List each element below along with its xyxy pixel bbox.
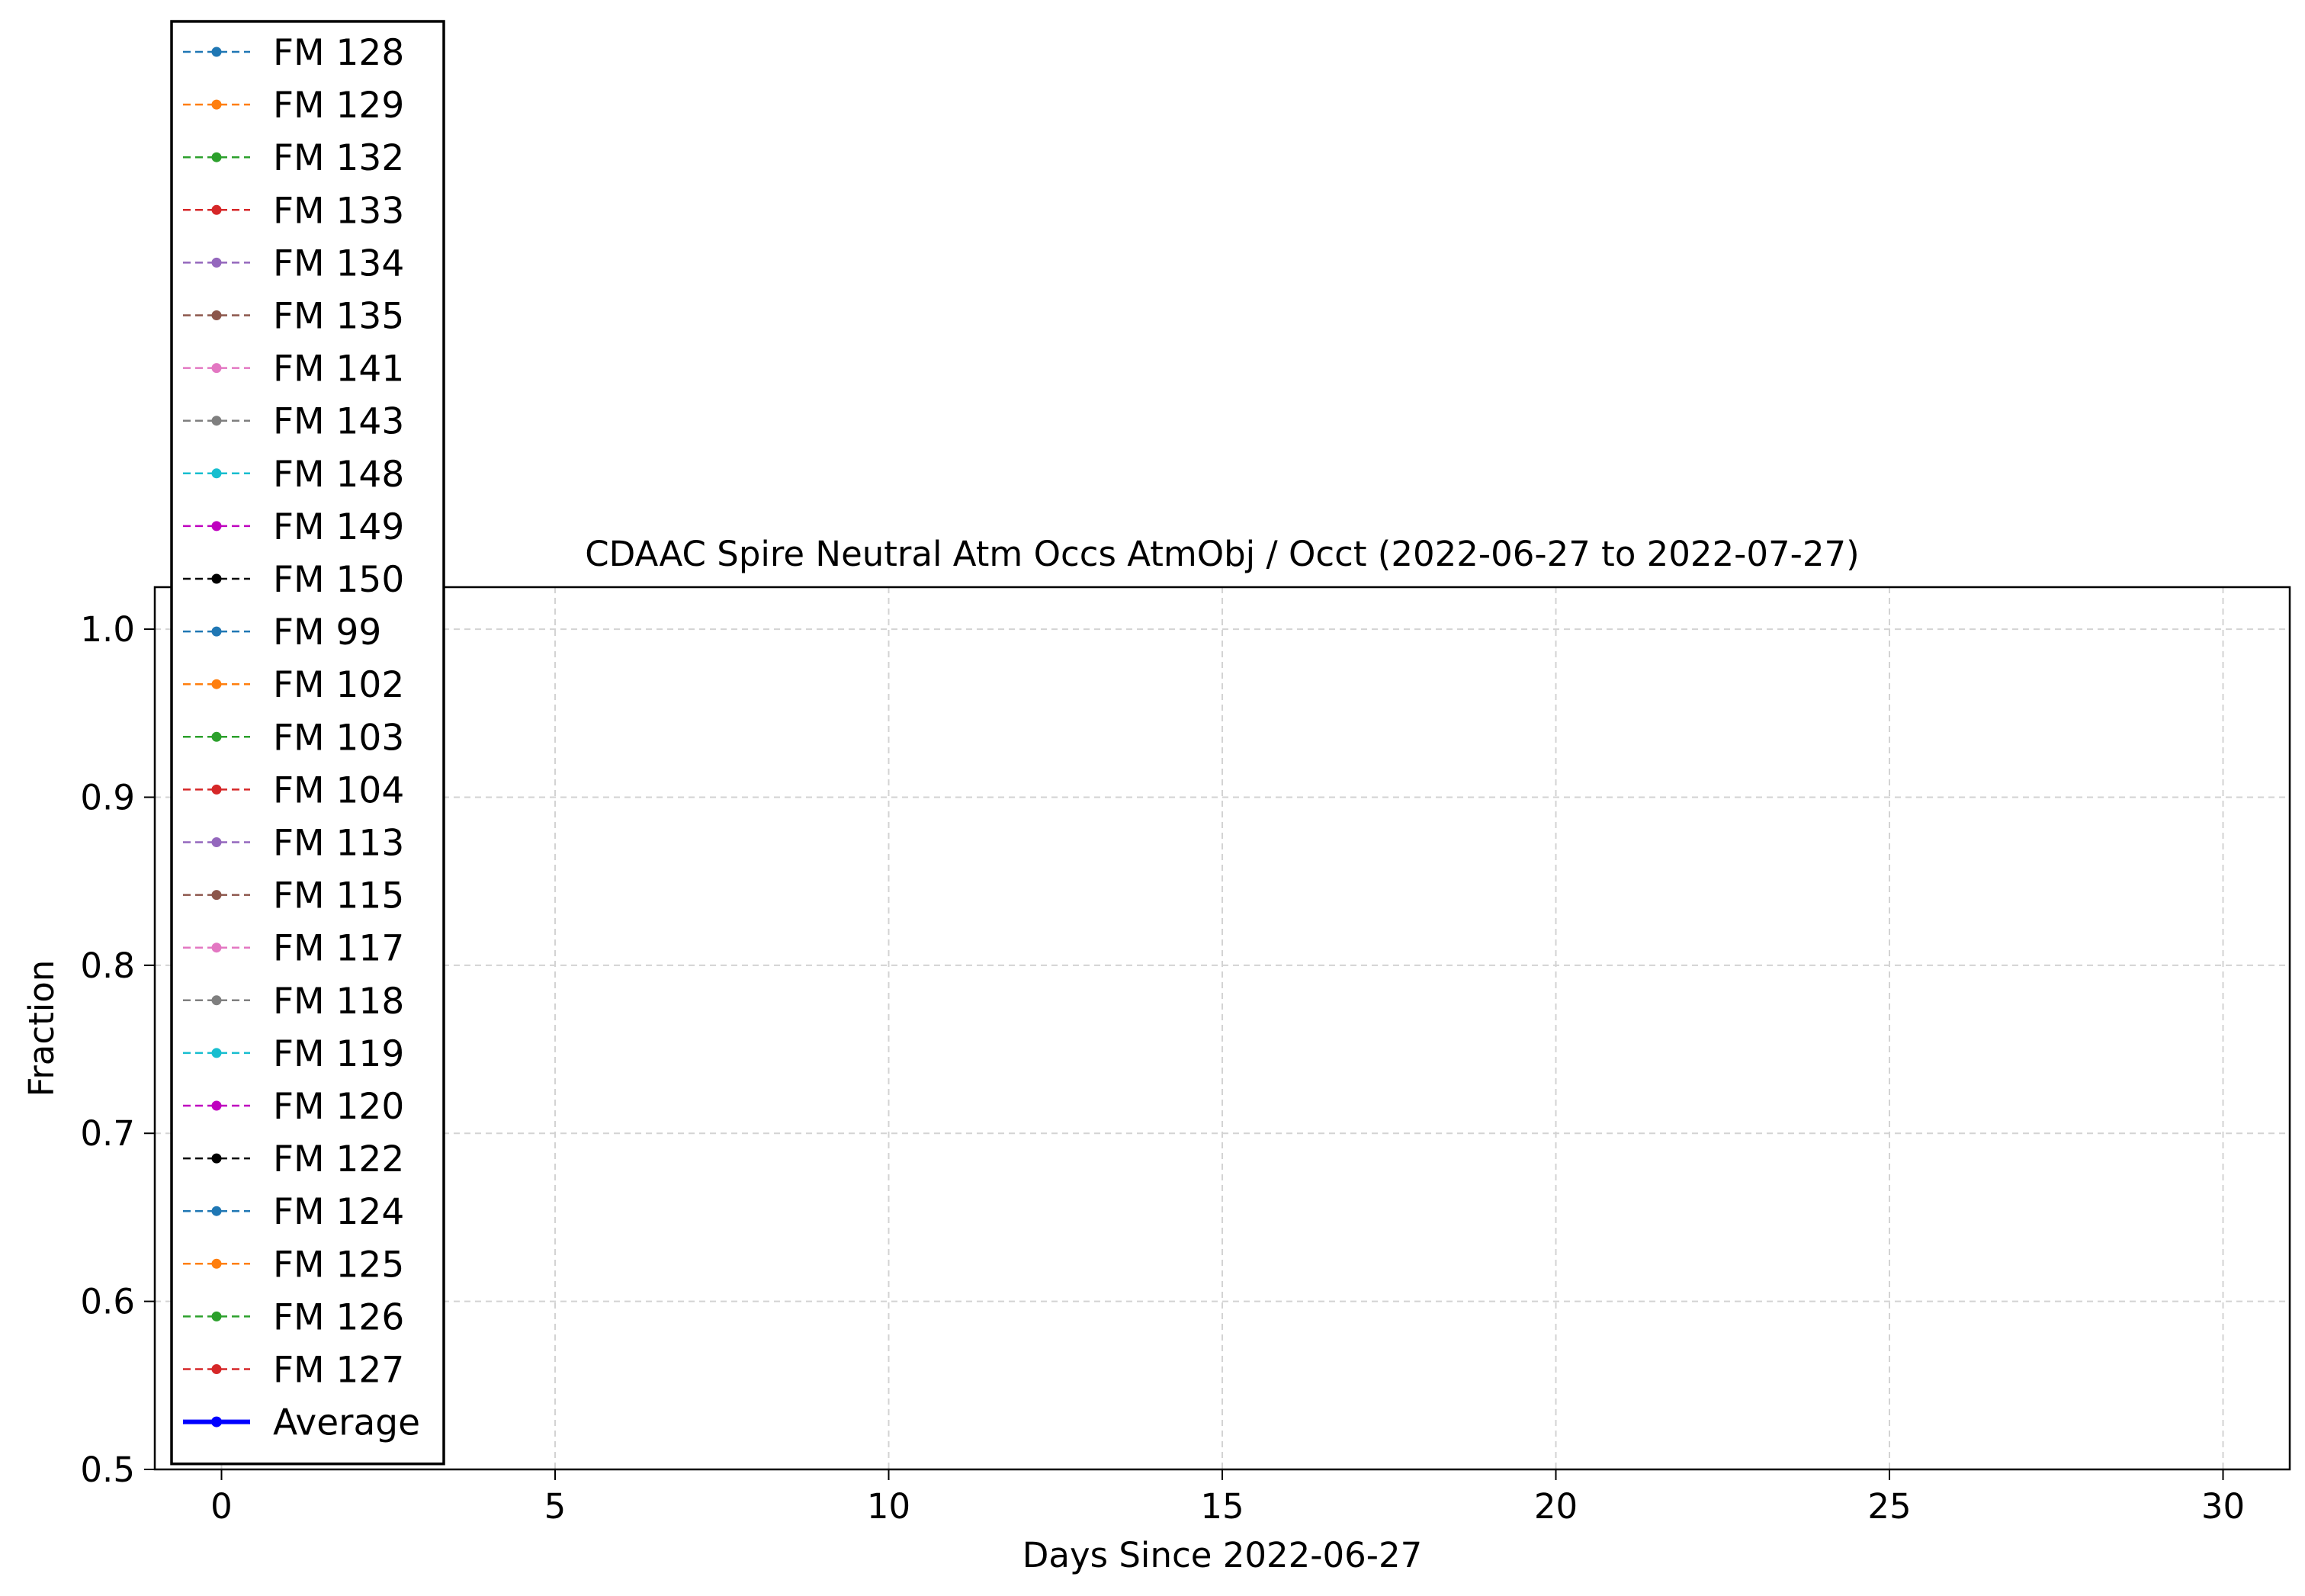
legend-swatch-marker <box>211 1153 222 1164</box>
legend-entry-label: FM 149 <box>273 506 404 548</box>
legend-entry-label: FM 104 <box>273 769 404 811</box>
legend-entry-label: FM 127 <box>273 1350 404 1392</box>
legend-entry-label: FM 134 <box>273 242 404 284</box>
legend-entry-label: FM 99 <box>273 612 381 653</box>
legend-entry-label: FM 102 <box>273 664 404 706</box>
y-tick-label: 0.6 <box>80 1282 135 1322</box>
legend-entry-label: FM 124 <box>273 1191 404 1233</box>
x-tick-label: 20 <box>1534 1486 1578 1527</box>
legend-entry-label: FM 122 <box>273 1138 404 1180</box>
legend-swatch-marker <box>211 47 222 57</box>
legend-swatch-marker <box>211 363 222 374</box>
legend-swatch-marker <box>211 1048 222 1058</box>
legend-swatch-marker <box>211 573 222 584</box>
legend-swatch-marker <box>211 1364 222 1374</box>
legend-entry-label: FM 125 <box>273 1244 404 1286</box>
legend-swatch-marker <box>211 890 222 901</box>
x-tick-label: 15 <box>1200 1486 1244 1527</box>
legend-swatch-marker <box>211 1311 222 1321</box>
legend-entry-label: FM 141 <box>273 348 404 390</box>
legend-entry-label: FM 143 <box>273 401 404 443</box>
legend-entry-label: FM 133 <box>273 190 404 232</box>
y-tick-label: 0.5 <box>80 1450 135 1490</box>
legend-swatch-marker <box>211 837 222 847</box>
x-axis-label: Days Since 2022-06-27 <box>1022 1535 1422 1575</box>
x-tick-label: 0 <box>210 1486 233 1527</box>
legend-swatch-marker <box>211 1206 222 1216</box>
legend-entry-label: FM 120 <box>273 1086 404 1128</box>
legend-swatch-marker <box>211 731 222 742</box>
legend-swatch-marker <box>211 152 222 162</box>
y-tick-label: 0.9 <box>80 777 135 817</box>
y-tick-label: 0.7 <box>80 1113 135 1154</box>
legend-entry-label: FM 103 <box>273 717 404 759</box>
legend-swatch-marker <box>211 257 222 268</box>
legend-entry-label: FM 129 <box>273 85 404 127</box>
x-axis-ticks: 0 5 10 15 20 25 30 <box>210 1469 2245 1527</box>
y-axis-label: Fraction <box>21 960 62 1097</box>
legend-swatch-marker <box>211 1100 222 1111</box>
legend-entry-label: Average <box>273 1402 420 1444</box>
legend-swatch-marker <box>211 416 222 426</box>
legend-entry-label: FM 148 <box>273 454 404 496</box>
y-tick-label: 0.8 <box>80 946 135 986</box>
legend-swatch-marker <box>211 784 222 795</box>
legend-entry-label: FM 126 <box>273 1296 404 1338</box>
legend-entry-label: FM 135 <box>273 296 404 338</box>
legend-entry-label: FM 128 <box>273 32 404 74</box>
legend-swatch-marker <box>211 1416 222 1427</box>
legend-swatch-marker <box>211 310 222 320</box>
legend-swatch-marker <box>211 626 222 637</box>
legend-swatch-marker <box>211 1258 222 1269</box>
legend-swatch-marker <box>211 521 222 531</box>
legend-swatch-marker <box>211 204 222 215</box>
legend-swatch-marker <box>211 99 222 110</box>
legend-swatch-marker <box>211 943 222 953</box>
legend-swatch-marker <box>211 995 222 1006</box>
legend-swatch-marker <box>211 468 222 479</box>
x-tick-label: 5 <box>544 1486 567 1527</box>
legend-entry-label: FM 117 <box>273 928 404 970</box>
legend-entry-label: FM 118 <box>273 981 404 1023</box>
y-axis-ticks: 0.5 0.6 0.7 0.8 0.9 1.0 <box>80 609 155 1490</box>
legend-swatch-marker <box>211 679 222 689</box>
legend-entry-label: FM 113 <box>273 823 404 865</box>
legend-entry-label: FM 119 <box>273 1033 404 1075</box>
x-tick-label: 10 <box>867 1486 910 1527</box>
x-tick-label: 30 <box>2201 1486 2245 1527</box>
y-tick-label: 1.0 <box>80 609 135 650</box>
legend-entry-label: FM 132 <box>273 137 404 179</box>
x-tick-label: 25 <box>1867 1486 1911 1527</box>
chart-title: CDAAC Spire Neutral Atm Occs AtmObj / Oc… <box>585 534 1860 574</box>
legend: FM 128 FM 129 FM 132 FM 133 FM 134 FM 135 FM 1… <box>170 20 445 1466</box>
legend-entry-label: FM 150 <box>273 559 404 601</box>
legend-entry-label: FM 115 <box>273 875 404 917</box>
